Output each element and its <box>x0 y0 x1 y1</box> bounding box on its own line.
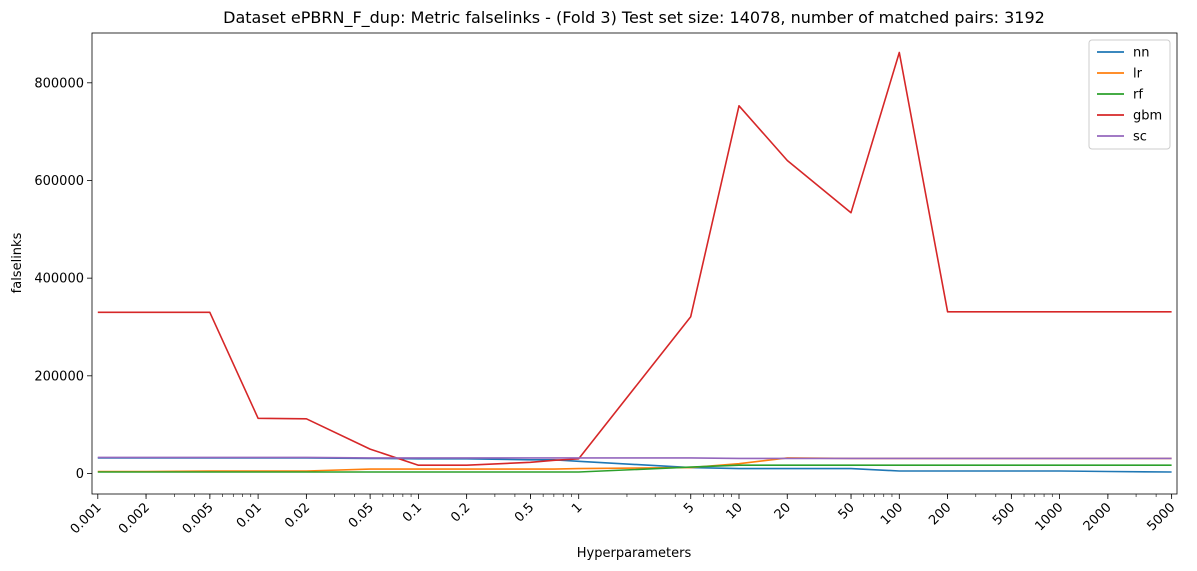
chart-title: Dataset ePBRN_F_dup: Metric falselinks -… <box>223 8 1045 28</box>
y-axis-label: falselinks <box>10 232 25 293</box>
x-axis: 0.001 0.002 0.005 0.01 0.02 0.05 0.1 0.2 0.5 1 5 10… <box>68 494 1178 537</box>
y-tick-label: 800000 <box>34 76 84 91</box>
y-tick-label: 600000 <box>34 174 84 189</box>
x-tick-label: 0.5 <box>512 500 537 525</box>
legend-label-rf: rf <box>1133 88 1143 103</box>
y-tick-label: 200000 <box>34 369 84 384</box>
x-tick-label: 200 <box>926 500 954 528</box>
series-line-gbm <box>97 51 1172 467</box>
x-tick-label: 500 <box>990 500 1018 528</box>
y-tick-label: 0 <box>76 467 84 482</box>
x-tick-label: 0.001 <box>68 500 105 537</box>
x-tick-label: 0.002 <box>116 500 153 537</box>
x-tick-label: 50 <box>836 500 858 522</box>
x-tick-label: 0.1 <box>400 500 425 525</box>
x-tick-label: 0.05 <box>346 500 377 531</box>
x-tick-label: 10 <box>724 500 746 522</box>
y-tick-label: 400000 <box>34 272 84 287</box>
legend-label-sc: sc <box>1133 130 1147 145</box>
x-tick-label: 5000 <box>1144 500 1178 534</box>
x-tick-label: 0.01 <box>234 500 265 531</box>
legend-label-lr: lr <box>1133 67 1143 82</box>
y-axis: 0 200000 400000 600000 800000 <box>34 76 92 482</box>
x-tick-label: 5 <box>681 500 697 516</box>
plot-lines <box>97 51 1172 473</box>
series-line-sc <box>97 456 1172 460</box>
x-tick-label: 100 <box>878 500 906 528</box>
x-tick-label: 1000 <box>1032 500 1066 534</box>
x-axis-label: Hyperparameters <box>577 546 692 561</box>
x-tick-label: 2000 <box>1081 500 1115 534</box>
legend-label-nn: nn <box>1133 46 1149 61</box>
x-tick-label: 0.2 <box>448 500 473 525</box>
x-tick-label: 1 <box>569 500 585 516</box>
legend: nn lr rf gbm sc <box>1088 39 1171 150</box>
plot-frame <box>91 32 1178 495</box>
x-tick-label: 0.02 <box>282 500 313 531</box>
x-tick-label: 20 <box>772 500 794 522</box>
series-line-rf <box>97 464 1172 473</box>
legend-box <box>1088 39 1171 150</box>
x-tick-label: 0.005 <box>180 500 217 537</box>
legend-label-gbm: gbm <box>1133 109 1162 124</box>
